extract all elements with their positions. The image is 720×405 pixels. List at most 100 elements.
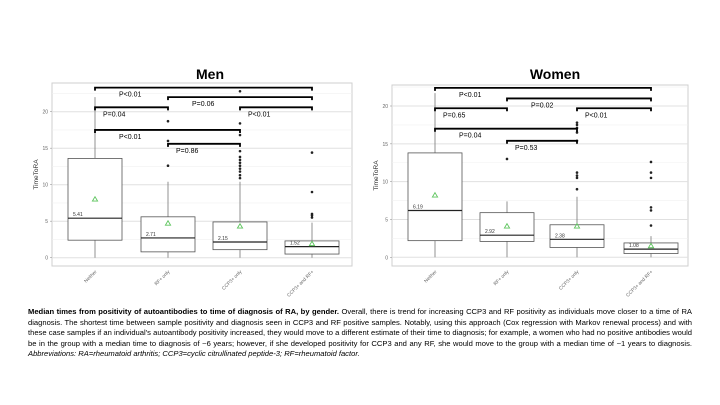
p-value-label: P<0.01 — [585, 112, 607, 119]
p-value-label: P=0.02 — [531, 102, 553, 109]
outlier-point — [238, 164, 242, 168]
chart-area: Men 0 5 10 15 20 TimeToRA Neither RF+ only CCP3+ … — [33, 66, 689, 298]
caption-title: Median times from positivity of autoanti… — [28, 307, 340, 316]
x-tick-label: RF+ only — [154, 269, 172, 287]
comparison-bracket: P=0.53 — [506, 139, 578, 152]
outlier-point — [166, 119, 170, 123]
mean-marker — [164, 219, 172, 226]
outlier-point — [238, 176, 242, 180]
figure-caption: Median times from positivity of autoanti… — [28, 307, 692, 360]
bracket-line — [239, 106, 313, 111]
comparison-bracket: P=0.86 — [167, 142, 241, 155]
p-value-label: P<0.01 — [119, 134, 141, 141]
bracket-line — [506, 139, 578, 144]
outlier-point — [238, 149, 242, 153]
outlier-point — [649, 176, 653, 180]
box-4: 1.08 — [623, 160, 679, 258]
panel-men: Men 0 5 10 15 20 TimeToRA Neither RF+ only CCP3+ … — [33, 66, 353, 298]
p-value-label: P=0.04 — [103, 111, 125, 118]
chart-title: Men — [196, 66, 224, 82]
outlier-point — [505, 157, 509, 161]
p-value-label: P=0.53 — [515, 145, 537, 152]
chart-title: Women — [530, 66, 580, 82]
outlier-point — [649, 206, 653, 209]
bracket-line — [94, 106, 169, 111]
panel-women: Women 0 5 10 15 20 TimeToRA Neither RF+ only CCP3… — [373, 66, 689, 298]
bracket-line — [94, 86, 313, 91]
outlier-point — [649, 224, 653, 227]
median-label: 2.71 — [146, 232, 156, 238]
y-tick-label: 20 — [42, 110, 48, 116]
outlier-point — [310, 151, 314, 154]
median-label: 2.92 — [485, 229, 495, 235]
comparison-bracket: P=0.02 — [506, 97, 652, 109]
y-tick-label: 5 — [385, 217, 388, 223]
y-tick-label: 20 — [382, 104, 388, 110]
outlier-point — [575, 174, 579, 177]
x-tick-label: Neither — [83, 269, 98, 284]
outlier-point — [575, 187, 579, 191]
outlier-point — [310, 190, 314, 194]
box-3: 2.15 — [212, 89, 268, 258]
median-label: 1.52 — [290, 241, 300, 247]
comparison-bracket: P=0.06 — [167, 96, 313, 108]
outlier-point — [238, 173, 242, 177]
outlier-point — [575, 171, 579, 174]
box-iqr — [140, 216, 196, 253]
outlier-point — [649, 209, 653, 212]
p-value-label: P=0.04 — [459, 133, 481, 140]
outlier-point — [238, 89, 242, 93]
comparison-bracket: P<0.01 — [239, 106, 313, 118]
x-tick-label: CCP3+ and RF+ — [625, 269, 654, 298]
median-label: 1.08 — [629, 243, 639, 249]
p-value-label: P=0.86 — [176, 148, 198, 155]
box-iqr — [479, 212, 535, 242]
mean-marker — [431, 191, 439, 198]
p-value-label: P=0.65 — [443, 112, 465, 119]
box-iqr — [67, 158, 123, 241]
median-label: 2.38 — [555, 233, 565, 239]
bracket-line — [434, 107, 508, 112]
y-axis-label: TimeToRA — [373, 160, 380, 191]
outlier-point — [238, 170, 242, 173]
outlier-point — [238, 167, 242, 170]
x-tick-label: Neither — [423, 269, 438, 284]
bracket-line — [94, 129, 241, 133]
y-tick-label: 10 — [42, 183, 48, 189]
caption-body: Overall, there is trend for increasing C… — [28, 307, 692, 348]
p-value-label: P=0.06 — [192, 101, 214, 108]
y-tick-label: 5 — [45, 219, 48, 225]
median-label: 5.41 — [73, 212, 83, 218]
box-1: 6.19 — [407, 93, 463, 258]
comparison-bracket: P=0.65 — [434, 107, 508, 119]
p-value-label: P<0.01 — [248, 111, 270, 118]
box-1: 5.41 — [67, 97, 123, 258]
y-axis-label: TimeToRA — [33, 159, 40, 190]
comparison-bracket: P<0.01 — [434, 86, 652, 99]
outlier-point — [238, 122, 242, 125]
mean-marker — [647, 242, 655, 249]
p-value-label: P<0.01 — [459, 92, 481, 99]
median-label: 6.19 — [413, 204, 423, 210]
y-tick-label: 15 — [382, 142, 388, 148]
y-tick-label: 0 — [385, 255, 388, 261]
outlier-point — [238, 155, 242, 159]
mean-marker — [236, 222, 244, 229]
caption-abbreviations: Abbreviations: RA=rheumatoid arthritis; … — [28, 349, 360, 359]
outlier-point — [575, 176, 579, 180]
box-2: 2.92 — [479, 157, 535, 258]
x-tick-label: RF+ only — [493, 269, 511, 287]
y-tick-label: 10 — [382, 180, 388, 186]
mean-marker — [308, 240, 316, 247]
y-tick-label: 15 — [42, 146, 48, 152]
comparison-bracket: P=0.04 — [434, 127, 578, 140]
box-2: 2.71 — [140, 119, 196, 258]
box-iqr — [212, 221, 268, 251]
box-3: 2.38 — [549, 121, 605, 258]
outlier-point — [238, 133, 242, 137]
outlier-point — [238, 161, 242, 165]
bracket-line — [506, 97, 652, 102]
bracket-line — [434, 127, 578, 132]
bracket-line — [167, 96, 313, 101]
bracket-line — [576, 107, 652, 112]
